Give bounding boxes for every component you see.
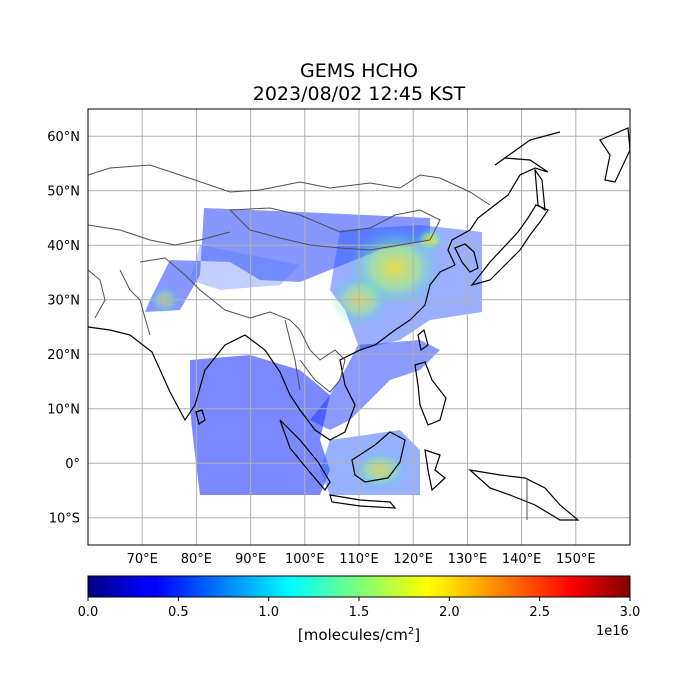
map-gridlines bbox=[88, 109, 630, 545]
hcho-swath-tibet bbox=[190, 245, 300, 290]
border-myanmar bbox=[284, 319, 301, 391]
coastline-japan bbox=[470, 204, 549, 287]
latitude-tick-label: 0° bbox=[65, 457, 80, 472]
colorbar-scale-offset: 1e16 bbox=[596, 624, 629, 639]
coastline-taiwan bbox=[417, 328, 429, 352]
border-indochina bbox=[299, 329, 346, 393]
coastline-sakhalin bbox=[534, 167, 546, 212]
coastline-philippines bbox=[414, 361, 447, 426]
latitude-tick-label: 60°N bbox=[47, 130, 80, 145]
country-borders bbox=[88, 164, 528, 520]
latitude-tick-label: 10°S bbox=[49, 511, 80, 526]
latitude-tick-label: 30°N bbox=[47, 293, 80, 308]
map-subtitle-datetime: 2023/08/02 12:45 KST bbox=[252, 83, 466, 105]
coastline-new-guinea bbox=[468, 469, 580, 521]
longitude-tick-label: 110°E bbox=[339, 552, 379, 567]
border-mongolia bbox=[228, 207, 441, 251]
coastline-kamchatka bbox=[599, 127, 630, 183]
border-india-west bbox=[119, 269, 151, 336]
border-russia-south bbox=[88, 164, 491, 206]
hcho-swath-indian-ocean bbox=[190, 355, 330, 495]
longitude-tick-label: 150°E bbox=[556, 552, 596, 567]
coastline-asia bbox=[88, 131, 561, 441]
latitude-tick-label: 50°N bbox=[47, 184, 80, 199]
coastline-sumatra bbox=[279, 419, 331, 492]
colorbar-units-label: [molecules/cm2] bbox=[297, 626, 421, 644]
colorbar-tick-label: 0.0 bbox=[78, 605, 99, 620]
colorbar-tick-label: 1.0 bbox=[258, 605, 279, 620]
colorbar-tick-label: 1.5 bbox=[349, 605, 370, 620]
longitude-tick-label: 90°E bbox=[235, 552, 266, 567]
colorbar bbox=[87, 575, 631, 598]
longitude-tick-label: 140°E bbox=[502, 552, 542, 567]
hcho-data-layer bbox=[145, 208, 482, 495]
latitude-tick-label: 10°N bbox=[47, 402, 80, 417]
latitude-labels: 60°N 50°N 40°N 30°N 20°N 10°N 0° 10°S bbox=[47, 130, 80, 527]
colorbar-ticks: 0.0 0.5 1.0 1.5 2.0 2.5 3.0 bbox=[78, 597, 641, 620]
colorbar-tick-label: 0.5 bbox=[168, 605, 189, 620]
hcho-hotspot-borneo bbox=[352, 450, 408, 490]
border-kazakhstan bbox=[88, 224, 231, 246]
map-frame bbox=[87, 108, 631, 546]
border-himalaya bbox=[139, 257, 301, 331]
latitude-tick-label: 20°N bbox=[47, 348, 80, 363]
border-iran bbox=[88, 269, 106, 319]
colorbar-tick-label: 3.0 bbox=[620, 605, 641, 620]
coastline-sulawesi bbox=[424, 449, 446, 492]
coastlines bbox=[88, 127, 630, 521]
latitude-tick-label: 40°N bbox=[47, 239, 80, 254]
coastline-sri-lanka bbox=[195, 409, 206, 425]
colorbar-tick-label: 2.5 bbox=[529, 605, 550, 620]
longitude-tick-label: 80°E bbox=[181, 552, 212, 567]
hcho-swath-south-china-sea bbox=[310, 340, 440, 430]
coastline-java bbox=[329, 494, 397, 509]
map-title: GEMS HCHO bbox=[299, 60, 419, 82]
colorbar-tick-label: 2.0 bbox=[439, 605, 460, 620]
longitude-tick-label: 130°E bbox=[448, 552, 488, 567]
longitude-tick-label: 70°E bbox=[127, 552, 158, 567]
longitude-tick-label: 120°E bbox=[393, 552, 433, 567]
coastline-korea bbox=[454, 243, 479, 273]
coastline-borneo bbox=[351, 431, 406, 483]
longitude-labels: 70°E 80°E 90°E 100°E 110°E 120°E 130°E 140°E 150… bbox=[127, 552, 596, 567]
longitude-tick-label: 100°E bbox=[285, 552, 325, 567]
